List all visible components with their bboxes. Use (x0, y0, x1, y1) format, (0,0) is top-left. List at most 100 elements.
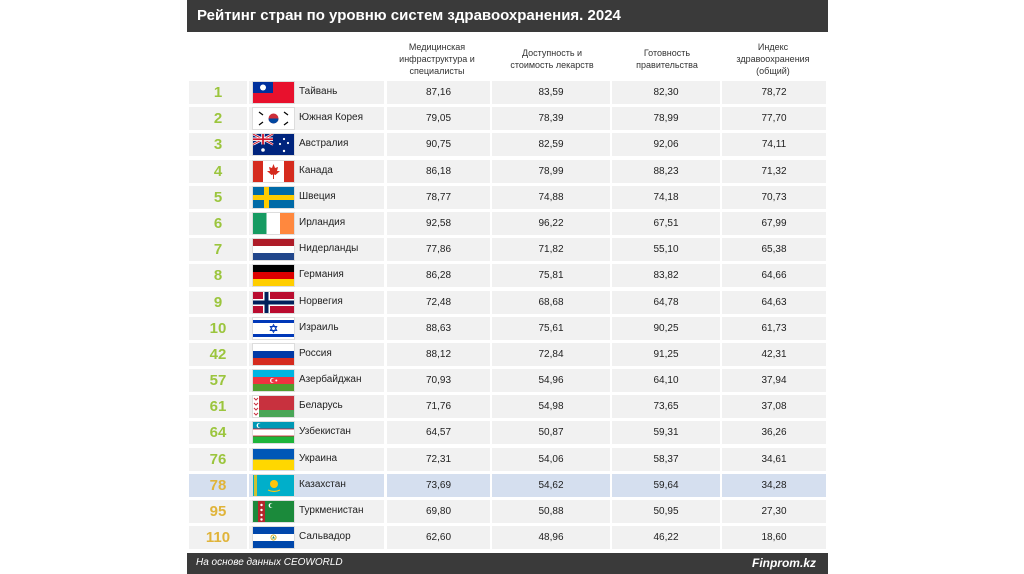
data-value: 90,25 (653, 322, 679, 334)
value-cell (387, 395, 490, 419)
country-name: Казахстан (299, 478, 346, 490)
value-cell (492, 211, 610, 235)
value-cell (387, 500, 490, 523)
country-name: Азербайджан (299, 374, 362, 386)
data-value: 65,38 (761, 244, 787, 256)
rank-number: 110 (205, 529, 231, 547)
rank-cell (189, 473, 247, 497)
data-value: 68,68 (538, 296, 564, 308)
data-value: 87,16 (425, 87, 452, 98)
country-name: Австралия (299, 138, 349, 150)
data-value: 34,61 (761, 453, 787, 465)
rank-cell (189, 290, 247, 314)
value-cell (722, 395, 826, 419)
value-cell (612, 369, 720, 393)
value-cell (387, 264, 490, 288)
value-cell (492, 185, 610, 209)
value-cell (387, 342, 490, 366)
country-name: Туркменистан (299, 505, 364, 516)
country-name: Россия (299, 347, 332, 359)
data-value: 78,72 (761, 87, 787, 98)
table-row: 6 Ирландия 92,58 96,22 67,51 67,99 (187, 211, 828, 238)
rank-number: 4 (213, 162, 223, 180)
value-cell (722, 133, 826, 157)
column-header-line: стоимость лекарств (510, 60, 594, 70)
data-value: 64,57 (425, 427, 452, 439)
value-cell (492, 447, 610, 471)
table-row: 4 Канада 86,18 78,99 88,23 71,32 (187, 159, 828, 185)
value-cell (492, 133, 610, 157)
value-cell (722, 316, 826, 340)
page-title: Рейтинг стран по уровню систем здравоохр… (197, 7, 621, 24)
value-cell (387, 316, 490, 340)
value-cell (492, 342, 610, 366)
data-value: 34,28 (761, 479, 787, 491)
rank-cell (189, 316, 247, 340)
rank-cell (189, 238, 247, 262)
value-cell (387, 133, 490, 157)
value-cell (722, 159, 826, 183)
country-name: Швеция (299, 190, 336, 202)
country-name: Южная Корея (299, 112, 363, 124)
data-value: 88,12 (425, 348, 452, 360)
data-value: 18,60 (761, 532, 787, 544)
country-name: Украина (299, 452, 338, 464)
value-cell (492, 264, 610, 288)
column-header-overall-index: Индекс здравоохранения (общий) (719, 38, 827, 80)
value-cell (722, 447, 826, 471)
rank-number: 3 (213, 136, 223, 154)
data-value: 50,95 (653, 506, 679, 517)
data-value: 64,63 (761, 296, 787, 308)
data-value: 79,05 (425, 113, 452, 125)
country-name: Норвегия (299, 295, 343, 307)
table-row: 95 Туркменистан 69,80 50,88 50,95 27,30 (187, 499, 828, 526)
value-cell (722, 473, 826, 497)
data-value: 42,31 (761, 348, 787, 360)
russia-flag (253, 343, 294, 365)
rank-cell (189, 342, 247, 366)
value-cell (612, 421, 720, 445)
data-value: 59,31 (653, 427, 679, 439)
value-cell (612, 159, 720, 183)
value-cell (612, 185, 720, 209)
belarus-flag (253, 396, 294, 418)
data-value: 61,73 (761, 322, 787, 334)
data-value: 74,88 (538, 191, 564, 203)
ireland-flag (253, 212, 294, 234)
value-cell (722, 290, 826, 314)
value-cell (722, 500, 826, 523)
south-korea-flag (253, 108, 294, 130)
footer-bar: На основе данных CEOWORLD Finprom.kz (187, 553, 828, 574)
value-cell (492, 421, 610, 445)
taiwan-flag (253, 82, 294, 103)
value-cell (492, 107, 610, 131)
rank-number: 8 (213, 267, 223, 285)
value-cell (722, 211, 826, 235)
country-name: Израиль (299, 321, 339, 333)
value-cell (492, 159, 610, 183)
value-cell (612, 316, 720, 340)
el-salvador-flag (253, 527, 294, 549)
value-cell (492, 369, 610, 393)
data-value: 74,18 (653, 191, 679, 203)
rank-cell (189, 395, 247, 419)
value-cell (612, 264, 720, 288)
rank-cell (189, 526, 247, 550)
column-header-line: специалисты (409, 66, 465, 76)
data-value: 58,37 (653, 453, 679, 465)
data-value: 86,18 (425, 165, 452, 177)
value-cell (492, 500, 610, 523)
data-value: 86,28 (425, 270, 452, 282)
data-value: 82,59 (538, 139, 564, 151)
value-cell (722, 369, 826, 393)
data-value: 71,32 (761, 165, 787, 177)
data-value: 72,48 (425, 296, 452, 308)
table-row: 42 Россия 88,12 72,84 91,25 42,31 (187, 342, 828, 369)
value-cell (612, 342, 720, 366)
data-value: 36,26 (761, 427, 787, 439)
data-value: 62,60 (425, 532, 452, 544)
data-value: 82,30 (653, 87, 679, 98)
column-header-line: инфраструктура и (399, 54, 475, 64)
data-value: 88,23 (653, 165, 679, 177)
data-value: 64,78 (653, 296, 679, 308)
